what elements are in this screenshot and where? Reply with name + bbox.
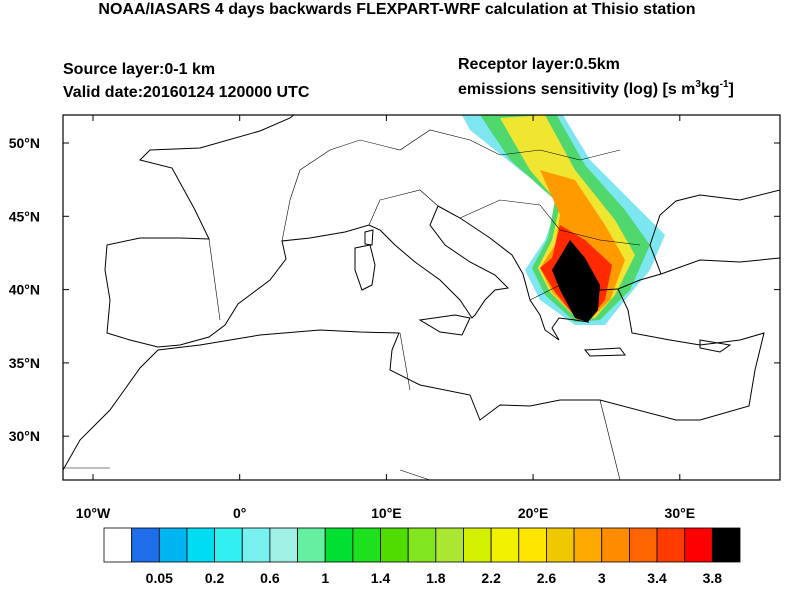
colorbar-label: 1.4	[371, 570, 391, 585]
lat-label: 50°N	[9, 135, 40, 151]
color-box	[518, 527, 547, 563]
lat-axis: 50°N 45°N 40°N 35°N 30°N	[9, 135, 780, 444]
colorbar-label: 0.6	[260, 570, 280, 585]
plume	[462, 115, 665, 325]
color-box	[103, 527, 133, 563]
lon-label: 30°E	[665, 505, 696, 521]
lon-axis: 10°W 0° 10°E 20°E 30°E	[76, 115, 695, 521]
source-layer: Source layer:0-1 km	[63, 61, 215, 78]
units-label: emissions sensitivity (log) [s m3kg-1]	[458, 79, 734, 98]
color-box	[435, 527, 464, 563]
color-box	[131, 527, 160, 563]
colorbar-label: 1.8	[426, 570, 446, 585]
color-box	[463, 527, 492, 563]
color-box	[297, 527, 326, 563]
color-box	[214, 527, 243, 563]
units-sup: 3	[695, 79, 701, 90]
color-box	[711, 527, 741, 563]
units-text: kg	[701, 81, 720, 98]
colorbar: 0.05 0.2 0.6 1 1.4 1.8 2.2 2.6 3 3.4 3.8	[103, 527, 741, 586]
color-box	[158, 527, 188, 563]
lat-label: 45°N	[9, 208, 40, 224]
lon-label: 0°	[233, 505, 246, 521]
color-box	[656, 527, 686, 563]
units-sup: -1	[720, 79, 729, 90]
color-box	[601, 527, 630, 563]
colorbar-label: 3.8	[703, 570, 723, 585]
color-box	[186, 527, 216, 563]
colorbar-label: 2.6	[537, 570, 557, 585]
lon-label: 10°W	[76, 505, 111, 521]
valid-date: Valid date:20160124 120000 UTC	[63, 84, 310, 101]
lat-label: 35°N	[9, 355, 40, 371]
units-text: emissions sensitivity (log) [s m	[458, 81, 695, 98]
receptor-layer: Receptor layer:0.5km	[458, 56, 620, 73]
lat-label: 40°N	[9, 282, 40, 298]
color-box	[352, 527, 381, 563]
colorbar-label: 0.2	[205, 570, 225, 585]
colorbar-label: 3	[598, 570, 606, 585]
color-box	[324, 527, 354, 563]
color-box	[269, 527, 298, 563]
lat-label: 30°N	[9, 428, 40, 444]
color-box	[684, 527, 713, 563]
color-box	[380, 527, 409, 563]
units-text: ]	[729, 81, 734, 98]
lon-label: 20°E	[518, 505, 549, 521]
color-box	[407, 527, 437, 563]
colorbar-label: 1	[321, 570, 329, 585]
map-area	[63, 115, 780, 480]
color-box	[546, 527, 575, 563]
lon-label: 10°E	[371, 505, 402, 521]
title: NOAA/IASARS 4 days backwards FLEXPART-WR…	[98, 1, 695, 18]
color-box	[241, 527, 271, 563]
color-box	[573, 527, 603, 563]
color-box	[628, 527, 658, 563]
colorbar-label: 2.2	[481, 570, 501, 585]
plot-frame	[62, 114, 781, 481]
color-box	[490, 527, 520, 563]
colorbar-label: 0.05	[146, 570, 173, 585]
colorbar-label: 3.4	[647, 570, 667, 585]
